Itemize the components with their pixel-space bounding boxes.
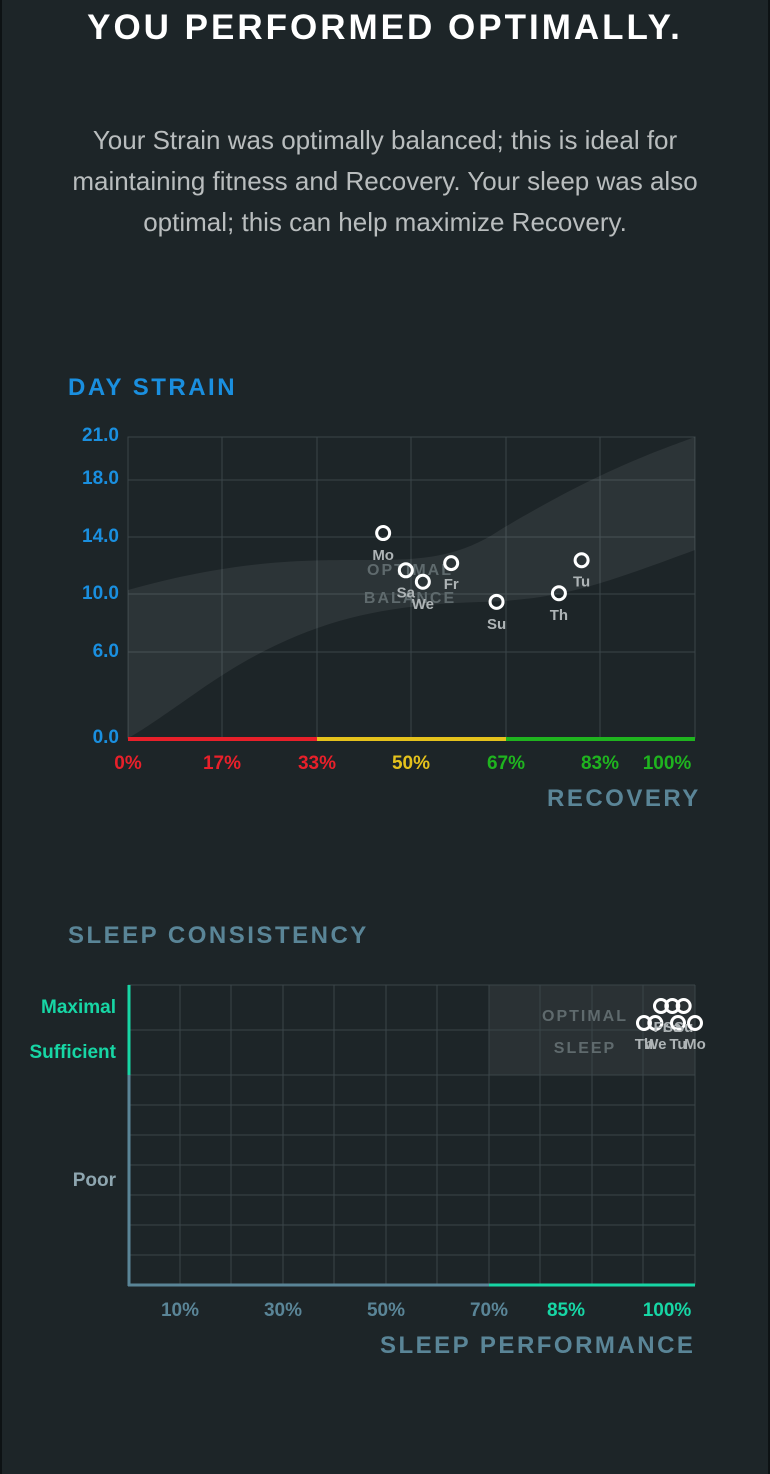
x-tick-67: 67% bbox=[486, 753, 526, 774]
data-point-tu bbox=[573, 552, 590, 569]
data-point-label-th: Th bbox=[635, 1036, 653, 1053]
sleep-performance-axis-title: SLEEP PERFORMANCE bbox=[380, 1332, 696, 1359]
data-point-label-sa: Sa bbox=[397, 584, 416, 601]
data-point-label-tu: Tu bbox=[573, 573, 590, 590]
data-point-fr bbox=[652, 998, 669, 1014]
data-point-label-mo: Mo bbox=[372, 547, 394, 564]
data-point-th bbox=[550, 585, 567, 602]
data-point-mo bbox=[375, 525, 392, 542]
data-point-label-su: Su bbox=[487, 616, 506, 633]
y-tick-0: 0.0 bbox=[92, 727, 119, 748]
optimal-sleep-label-2: SLEEP bbox=[554, 1040, 616, 1057]
data-point-label-we: We bbox=[412, 596, 434, 613]
data-point-su bbox=[488, 593, 505, 610]
sleep-x-tick-70: 70% bbox=[469, 1300, 509, 1321]
data-point-mo bbox=[687, 1015, 703, 1031]
data-point-su bbox=[675, 998, 692, 1014]
summary-text: Your Strain was optimally balanced; this… bbox=[72, 125, 698, 237]
sleep-x-tick-10: 10% bbox=[160, 1300, 200, 1321]
data-point-we bbox=[414, 573, 431, 590]
sleep-chart-title: SLEEP CONSISTENCY bbox=[68, 922, 369, 949]
headline: YOU PERFORMED OPTIMALLY. bbox=[87, 8, 683, 47]
y-tick-18: 18.0 bbox=[82, 468, 119, 489]
data-point-label-th: Th bbox=[550, 607, 568, 624]
y-tick-6: 6.0 bbox=[92, 641, 119, 662]
data-point-label-fr: Fr bbox=[444, 576, 459, 593]
data-point-th bbox=[635, 1015, 652, 1031]
data-point-fr bbox=[443, 555, 460, 572]
y-tick-10: 10.0 bbox=[82, 583, 119, 604]
recovery-axis-title: RECOVERY bbox=[547, 785, 701, 812]
right-frame-line bbox=[768, 0, 770, 1474]
x-tick-50: 50% bbox=[391, 753, 431, 774]
y-label-poor: Poor bbox=[72, 1170, 116, 1191]
left-frame-line bbox=[0, 0, 2, 1474]
data-point-label-mo: Mo bbox=[684, 1036, 706, 1053]
strain-chart-title: DAY STRAIN bbox=[68, 374, 238, 401]
data-point-sa bbox=[664, 998, 681, 1014]
x-tick-0: 0% bbox=[114, 753, 142, 774]
optimal-sleep-label-1: OPTIMAL bbox=[542, 1008, 628, 1025]
sleep-x-tick-100: 100% bbox=[642, 1300, 692, 1321]
optimal-balance-label-2: BALANCE bbox=[364, 590, 456, 607]
y-tick-21: 21.0 bbox=[82, 425, 119, 446]
data-point-label-we: We bbox=[644, 1036, 666, 1053]
sleep-grid bbox=[128, 984, 696, 1285]
optimal-balance-label-1: OPTIMAL bbox=[367, 562, 453, 579]
x-tick-83: 83% bbox=[580, 753, 620, 774]
optimal-balance-band bbox=[128, 437, 695, 738]
sleep-x-tick-50: 50% bbox=[366, 1300, 406, 1321]
data-point-label-fr: Fr bbox=[653, 1019, 668, 1036]
y-tick-14: 14.0 bbox=[82, 526, 119, 547]
x-tick-100: 100% bbox=[642, 753, 692, 774]
data-point-sa bbox=[397, 562, 414, 579]
y-label-sufficient: Sufficient bbox=[29, 1042, 116, 1063]
x-tick-17: 17% bbox=[202, 753, 242, 774]
data-point-we bbox=[647, 1015, 664, 1031]
y-label-maximal: Maximal bbox=[41, 997, 116, 1018]
sleep-x-tick-85: 85% bbox=[546, 1300, 586, 1321]
sleep-x-tick-30: 30% bbox=[263, 1300, 303, 1321]
data-point-tu bbox=[669, 1015, 686, 1031]
x-tick-33: 33% bbox=[297, 753, 337, 774]
data-point-label-tu: Tu bbox=[669, 1036, 686, 1053]
